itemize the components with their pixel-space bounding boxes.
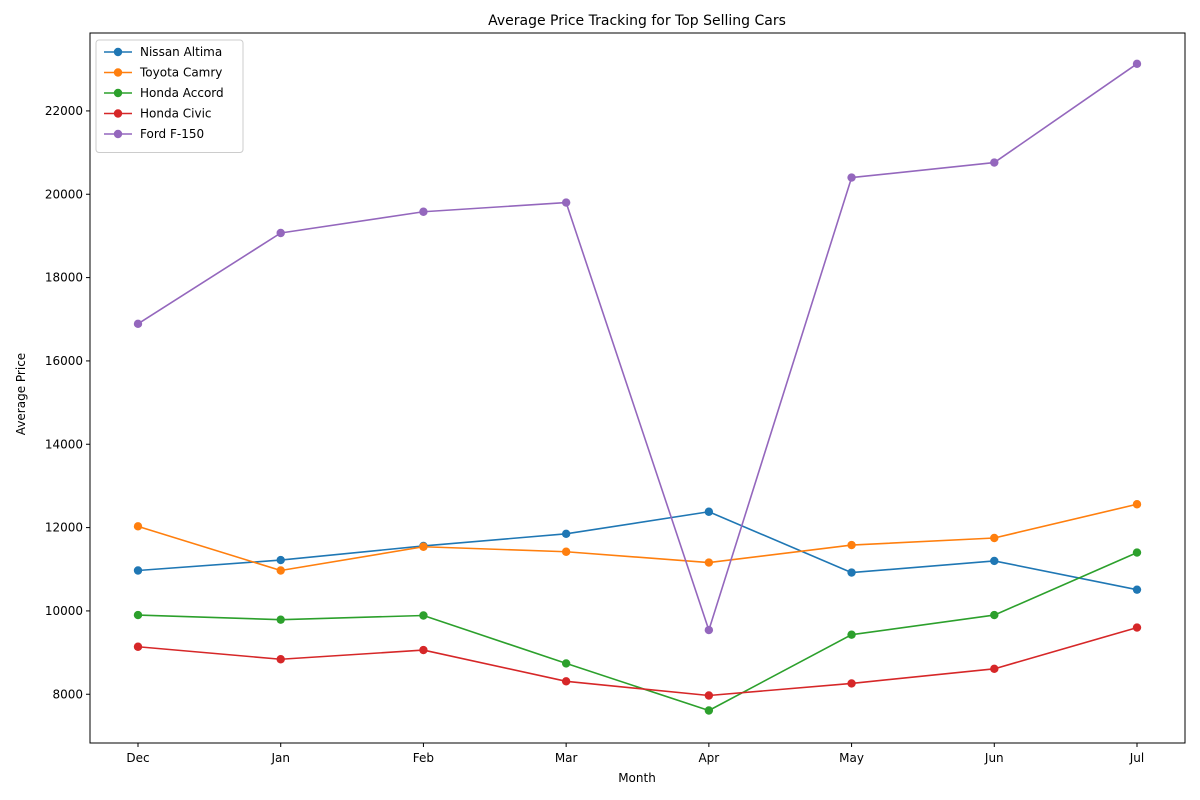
- legend-label: Ford F-150: [140, 127, 204, 141]
- data-point: [133, 566, 143, 575]
- x-tick-label: Jan: [270, 751, 290, 765]
- data-point: [419, 645, 428, 655]
- x-tick-label: Jul: [1129, 751, 1144, 765]
- legend-item: Ford F-150: [104, 127, 204, 141]
- data-point: [990, 664, 999, 674]
- data-point: [276, 655, 285, 664]
- series-toyota-camry: [133, 500, 1142, 575]
- series-line: [137, 63, 1138, 631]
- data-point: [133, 522, 143, 531]
- y-tick-label: 18000: [45, 271, 83, 285]
- x-axis: Dec Jan Feb Mar Apr May Jun Jul: [126, 743, 1144, 765]
- series-honda-accord: [133, 548, 1142, 715]
- series-line: [137, 510, 1138, 591]
- data-point: [561, 529, 571, 539]
- y-tick-label: 8000: [52, 687, 83, 701]
- data-point: [561, 198, 571, 207]
- data-point: [704, 507, 714, 516]
- legend-item: Nissan Altima: [104, 45, 222, 59]
- legend-marker: [113, 88, 123, 98]
- legend-label: Honda Civic: [140, 107, 212, 121]
- data-point: [990, 158, 999, 167]
- legend: Nissan Altima Toyota Camry Honda Accord Hon…: [95, 39, 244, 153]
- data-point: [133, 610, 143, 620]
- x-tick-label: Dec: [126, 751, 149, 765]
- data-point: [561, 659, 571, 668]
- y-tick-label: 12000: [45, 521, 83, 535]
- series-line: [137, 551, 1138, 712]
- data-point: [1132, 500, 1142, 509]
- data-point: [990, 533, 999, 543]
- data-point: [704, 558, 714, 567]
- data-point: [276, 615, 285, 624]
- data-point: [133, 642, 143, 651]
- legend-label: Honda Accord: [140, 86, 224, 100]
- x-tick-label: Mar: [555, 751, 578, 765]
- x-axis-label: Month: [618, 771, 656, 785]
- y-tick-label: 10000: [45, 604, 83, 618]
- x-tick-label: Feb: [413, 751, 434, 765]
- data-point: [1132, 59, 1142, 69]
- series-line: [137, 503, 1138, 572]
- data-point: [276, 566, 285, 575]
- axes-frame: [89, 32, 1186, 744]
- data-point: [1132, 623, 1142, 632]
- legend-marker: [113, 129, 123, 139]
- x-tick-label: Apr: [698, 751, 719, 765]
- data-point: [990, 610, 999, 620]
- data-point: [847, 568, 856, 577]
- data-point: [1132, 548, 1142, 557]
- data-point: [704, 691, 714, 700]
- legend-box: [95, 39, 244, 153]
- legend-marker: [113, 109, 123, 118]
- x-tick-label: May: [839, 751, 864, 765]
- data-point: [847, 540, 856, 550]
- y-tick-label: 22000: [45, 104, 83, 118]
- y-tick-label: 16000: [45, 354, 83, 368]
- data-point: [1132, 585, 1142, 594]
- data-point: [276, 228, 285, 238]
- series-ford-f-150: [133, 59, 1142, 635]
- data-point: [419, 611, 428, 620]
- data-point: [419, 207, 428, 216]
- data-point: [561, 547, 571, 556]
- data-point: [704, 625, 714, 635]
- data-point: [276, 555, 285, 565]
- data-point: [419, 542, 428, 551]
- y-tick-label: 14000: [45, 437, 83, 451]
- data-point: [847, 630, 856, 639]
- legend-label: Nissan Altima: [140, 45, 222, 59]
- y-axis: 8000 10000 12000 14000 16000 18000 20000 22000: [45, 104, 90, 701]
- legend-marker: [113, 47, 123, 57]
- legend-item: Honda Accord: [104, 86, 224, 100]
- chart-title: Average Price Tracking for Top Selling C…: [488, 13, 786, 29]
- y-axis-label: Average Price: [14, 353, 28, 435]
- legend-marker: [113, 68, 123, 77]
- plot-area: [133, 59, 1142, 715]
- x-tick-label: Jun: [984, 751, 1004, 765]
- legend-label: Toyota Camry: [139, 66, 222, 80]
- data-point: [847, 173, 856, 182]
- y-tick-label: 20000: [45, 187, 83, 201]
- legend-item: Toyota Camry: [104, 66, 222, 80]
- series-honda-civic: [133, 623, 1142, 700]
- legend-item: Honda Civic: [104, 107, 212, 121]
- data-point: [561, 677, 571, 686]
- series-nissan-altima: [133, 507, 1142, 594]
- data-point: [990, 556, 999, 566]
- data-point: [704, 706, 714, 715]
- data-point: [847, 679, 856, 688]
- series-line: [137, 626, 1138, 697]
- data-point: [133, 319, 143, 329]
